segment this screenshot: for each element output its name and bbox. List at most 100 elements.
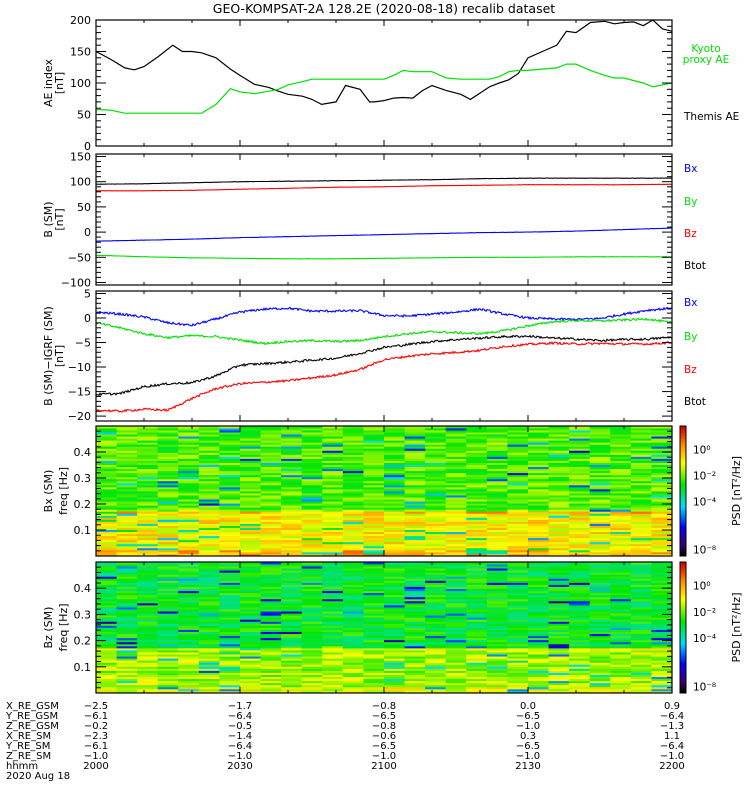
spectrogram-cell [322, 660, 344, 663]
spectrogram-cell [528, 607, 549, 610]
spectrogram-cell [281, 452, 303, 455]
spectrogram-cell [198, 615, 220, 618]
spectrogram-cell [301, 619, 323, 622]
spectrogram-cell [610, 547, 632, 551]
spectrogram-cell [589, 666, 611, 669]
spectrogram-cell [384, 464, 405, 468]
spectrogram-cell [466, 645, 488, 649]
spectrogram-cell [281, 674, 303, 678]
spectrogram-cell [198, 551, 220, 555]
spectrogram-cell [404, 553, 426, 557]
spectrogram-cell [466, 523, 488, 526]
colorbar-segment [680, 568, 686, 572]
spectrogram-cell [445, 690, 467, 694]
spectrogram-cell [240, 641, 261, 645]
spectrogram-cell [610, 639, 632, 643]
spectrogram-cell [363, 531, 385, 535]
spectrogram-cell [610, 545, 632, 549]
spectrogram-cell [630, 434, 652, 437]
spectrogram-cell [198, 656, 220, 659]
spectrogram-cell [630, 452, 652, 455]
spectrogram-cell [219, 684, 241, 688]
spectrogram-cell [219, 690, 241, 694]
spectrogram-cell [630, 446, 652, 449]
spectrogram-cell [589, 460, 611, 463]
spectrogram-cell [630, 474, 652, 478]
spectrogram-cell [116, 460, 138, 463]
ephemeris-value: 0.0 [520, 701, 536, 712]
spectrogram-cell [178, 662, 200, 665]
spectrogram-cell [322, 670, 344, 673]
spectrogram-cell [157, 566, 179, 569]
y-axis-label: B (SM) [42, 201, 55, 237]
spectrogram-cell [630, 582, 652, 585]
spectrogram-cell [384, 656, 405, 659]
spectrogram-cell [281, 527, 303, 530]
spectrogram-cell [610, 472, 632, 476]
spectrogram-cell [157, 531, 179, 535]
spectrogram-cell [178, 551, 200, 555]
spectrogram-cell [240, 564, 261, 567]
spectrogram-cell [157, 438, 179, 441]
spectrogram-cell [528, 476, 549, 480]
spectrogram-cell [384, 672, 405, 675]
spectrogram-cell [507, 576, 529, 579]
spectrogram-cell [466, 690, 488, 694]
spectrogram-cell [281, 440, 303, 443]
spectrogram-cell [260, 668, 282, 671]
spectrogram-cell [610, 627, 632, 630]
spectrogram-cell [528, 537, 549, 541]
spectrogram-cell [425, 654, 447, 657]
spectrogram-cell [157, 482, 179, 486]
spectrogram-cell [404, 541, 426, 545]
spectrogram-cell [507, 688, 529, 692]
spectrogram-cell [486, 637, 508, 641]
spectrogram-cell [301, 678, 323, 682]
spectrogram-cell [425, 501, 447, 504]
spectrogram-cell [137, 480, 159, 484]
spectrogram-cell [548, 450, 570, 453]
spectrogram-cell [507, 438, 529, 441]
spectrogram-cell [363, 664, 385, 667]
colorbar-segment [680, 447, 686, 451]
spectrogram-cell [548, 588, 570, 592]
spectrogram-cell [610, 484, 632, 488]
spectrogram-cell [589, 472, 611, 476]
spectrogram-cell [589, 509, 611, 512]
spectrogram-cell [610, 604, 632, 608]
spectrogram-cell [301, 426, 323, 429]
spectrogram-cell [445, 613, 467, 616]
spectrogram-cell [240, 541, 261, 545]
spectrogram-cell [589, 639, 611, 643]
ephemeris-value: −6.4 [660, 711, 684, 722]
spectrogram-cell [384, 633, 405, 637]
spectrogram-cell [404, 466, 426, 470]
spectrogram-cell [384, 509, 405, 512]
spectrogram-cell [219, 491, 241, 494]
spectrogram-cell [486, 568, 508, 571]
spectrogram-cell [548, 507, 570, 510]
spectrogram-cell [651, 456, 673, 459]
spectrogram-cell [322, 637, 344, 641]
spectrogram-cell [178, 607, 200, 610]
spectrogram-cell [404, 460, 426, 463]
spectrogram-cell [96, 476, 117, 480]
spectrogram-cell [157, 521, 179, 524]
spectrogram-cell [178, 680, 200, 684]
spectrogram-cell [610, 568, 632, 571]
spectrogram-cell [219, 619, 241, 622]
spectrogram-cell [507, 551, 529, 555]
spectrogram-cell [240, 474, 261, 478]
spectrogram-cell [137, 448, 159, 451]
spectrogram-cell [630, 543, 652, 547]
spectrogram-cell [610, 541, 632, 545]
spectrogram-cell [528, 586, 549, 590]
spectrogram-cell [322, 499, 344, 502]
spectrogram-cell [425, 576, 447, 579]
spectrogram-cell [178, 501, 200, 504]
spectrogram-cell [116, 438, 138, 441]
spectrogram-cell [384, 578, 405, 581]
spectrogram-cell [363, 438, 385, 441]
